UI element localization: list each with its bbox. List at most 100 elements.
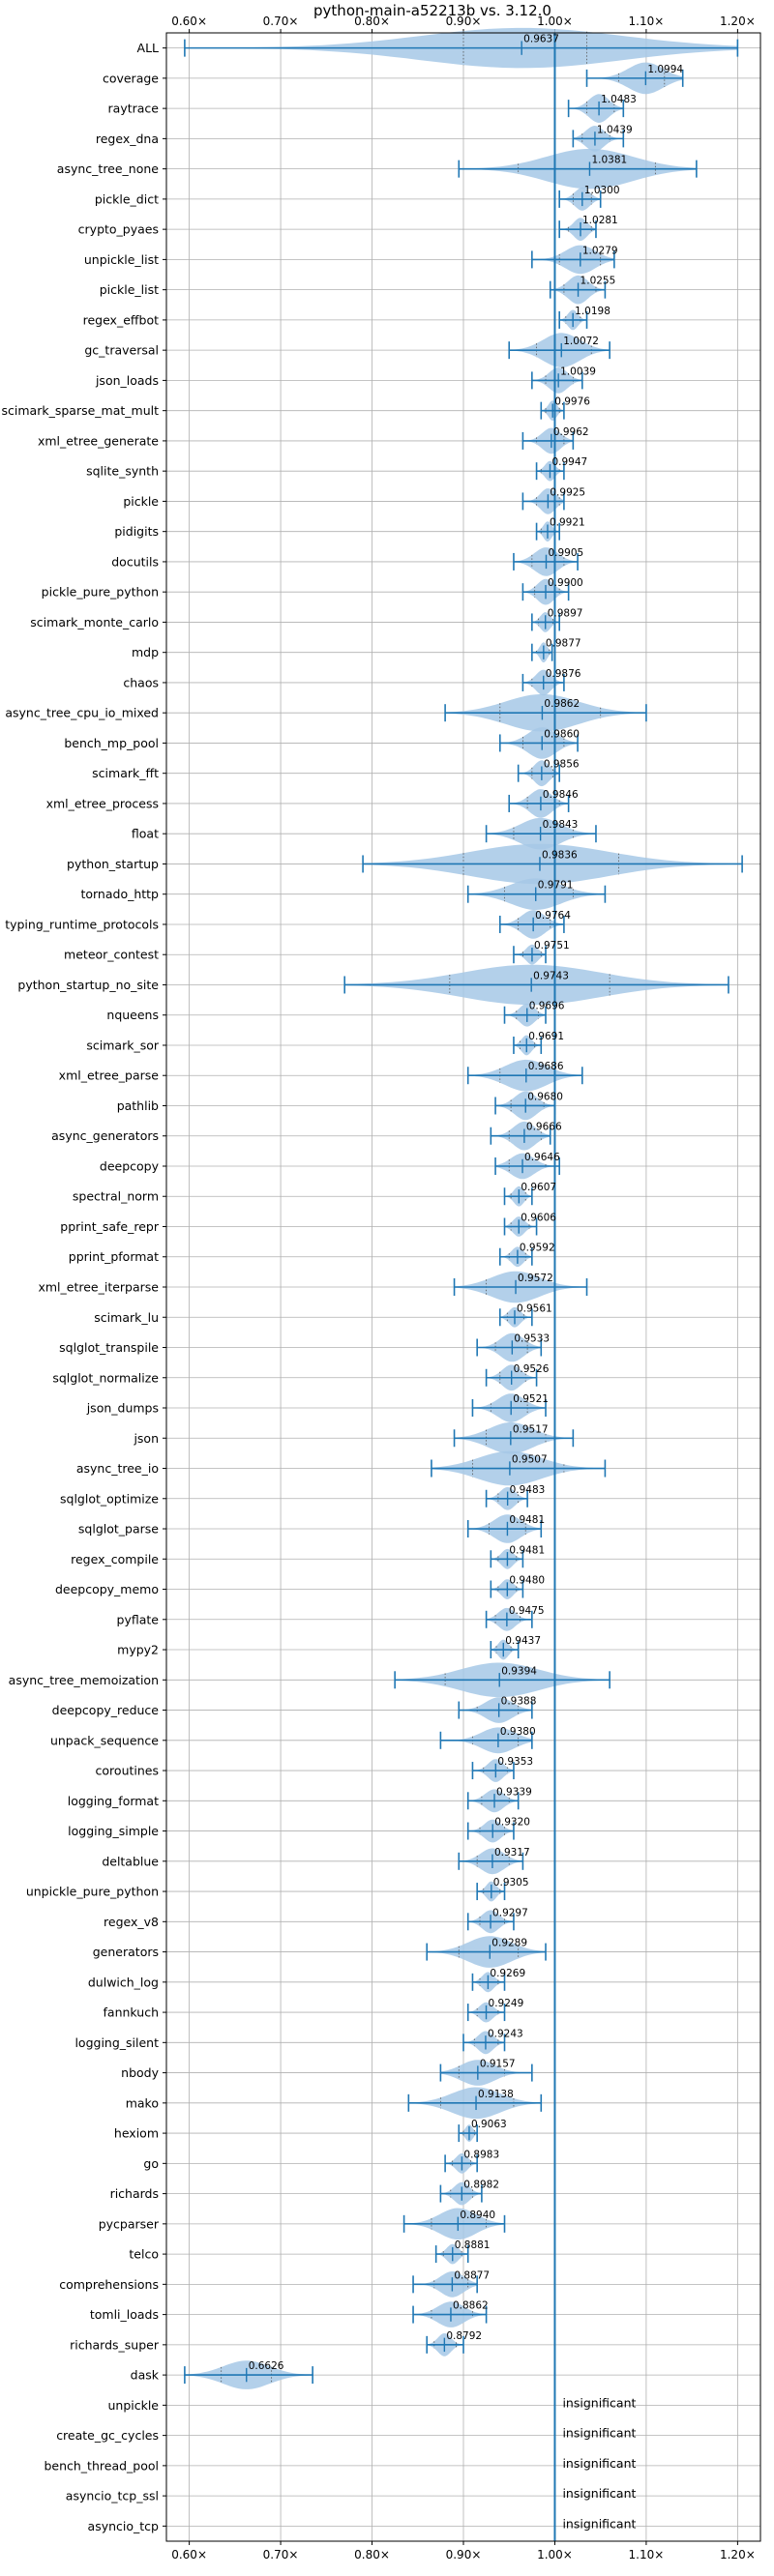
median-value-label: 0.8983 (463, 2149, 499, 2160)
y-tick-label: logging_simple (68, 1824, 159, 1838)
median-value-label: 0.9751 (534, 940, 570, 951)
y-tick-label: regex_effbot (83, 312, 159, 327)
y-tick-label: sqlglot_transpile (59, 1340, 159, 1355)
y-tick-label: async_tree_io (76, 1461, 159, 1476)
median-value-label: 0.9637 (523, 34, 559, 45)
y-tick-label: fannkuch (104, 2005, 159, 2020)
y-tick-label: regex_v8 (104, 1915, 159, 1929)
insignificant-label: insignificant (562, 2395, 636, 2410)
y-tick-label: nqueens (106, 1008, 159, 1022)
median-value-label: 0.9572 (518, 1273, 553, 1284)
y-tick-label: sqlite_synth (86, 464, 159, 479)
x-tick-label-top: 0.80× (354, 15, 390, 28)
x-tick-label-top: 1.00× (537, 15, 573, 28)
median-value-label: 0.9481 (509, 1544, 545, 1556)
y-tick-label: pprint_pformat (69, 1249, 159, 1264)
median-value-label: 1.0300 (584, 185, 620, 196)
median-value-label: 0.9243 (488, 2028, 523, 2039)
x-tick-label-bottom: 0.60× (171, 2548, 207, 2561)
y-tick-label: json (133, 1431, 159, 1446)
median-value-label: 0.9249 (489, 1998, 524, 2009)
insignificant-label: insignificant (562, 2516, 636, 2531)
median-value-label: 0.9483 (510, 1484, 546, 1496)
y-tick-label: mdp (132, 645, 159, 659)
y-tick-label: pickle_dict (95, 191, 159, 206)
y-tick-label: telco (129, 2247, 159, 2262)
median-value-label: 0.9976 (554, 396, 590, 408)
plot-frame (165, 32, 761, 2542)
y-tick-label: sqlglot_parse (78, 1522, 159, 1537)
median-value-label: 0.9606 (521, 1212, 556, 1223)
x-tick-label-bottom: 0.80× (354, 2548, 390, 2561)
x-tick-label-top: 0.60× (171, 15, 207, 28)
median-value-label: 0.9905 (548, 547, 583, 559)
y-tick-label: ALL (137, 41, 160, 55)
median-value-label: 0.9481 (509, 1514, 545, 1526)
median-value-label: 0.9507 (512, 1454, 548, 1466)
median-value-label: 0.8940 (460, 2210, 495, 2221)
label-layer: 0.9637 1.0994 1.0483 1.0439 1.0381 1.0300 1.02… (249, 34, 684, 2532)
y-tick-label: go (143, 2156, 159, 2171)
median-value-label: 0.9862 (544, 698, 580, 710)
x-tick-label-bottom: 0.90× (446, 2548, 482, 2561)
median-value-label: 0.9517 (513, 1423, 549, 1435)
y-tick-label: logging_format (68, 1794, 159, 1808)
median-value-label: 0.9388 (501, 1696, 537, 1708)
median-value-label: 1.0483 (601, 94, 637, 105)
y-tick-label: hexiom (114, 2126, 159, 2141)
y-tick-label: crypto_pyaes (78, 222, 159, 237)
y-tick-label: mako (126, 2095, 159, 2110)
median-value-label: 1.0381 (591, 155, 627, 166)
y-tick-label: scimark_fft (92, 766, 159, 780)
median-value-label: 0.9691 (528, 1031, 564, 1042)
y-tick-label: regex_dna (96, 132, 159, 146)
y-tick-label: mypy2 (117, 1643, 159, 1657)
median-value-label: 0.8982 (463, 2180, 499, 2191)
y-tick-label: float (132, 827, 159, 841)
y-tick-label: python_startup_no_site (17, 978, 159, 992)
y-tick-label: json_dumps (86, 1401, 159, 1416)
y-tick-label: scimark_sparse_mat_mult (2, 403, 160, 418)
y-tick-label: coverage (103, 71, 159, 85)
y-tick-label: pprint_safe_repr (60, 1219, 160, 1234)
median-value-label: 0.9843 (543, 819, 579, 831)
y-tick-label: comprehensions (59, 2277, 159, 2292)
median-value-label: 0.9526 (514, 1363, 550, 1375)
y-tick-label: generators (93, 1945, 159, 1959)
y-tick-label: create_gc_cycles (56, 2428, 159, 2443)
y-tick-label: dulwich_log (88, 1975, 159, 1989)
y-tick-label: sqlglot_normalize (52, 1370, 159, 1385)
y-tick-label: scimark_monte_carlo (30, 615, 159, 629)
median-value-label: 0.6626 (249, 2360, 284, 2372)
y-tick-label: docutils (111, 554, 159, 569)
median-value-label: 0.9877 (546, 638, 581, 650)
y-tick-label: richards_super (70, 2337, 160, 2352)
median-value-label: 0.9320 (494, 1817, 530, 1829)
y-tick-label: scimark_sor (86, 1038, 159, 1052)
y-tick-label: deepcopy_reduce (52, 1703, 160, 1717)
median-value-label: 0.9394 (501, 1665, 537, 1677)
median-value-label: 0.9480 (509, 1575, 545, 1587)
median-value-label: 1.0439 (597, 124, 633, 135)
y-tick-label: bench_thread_pool (44, 2458, 159, 2473)
median-value-label: 0.9921 (550, 517, 585, 529)
median-value-label: 0.8862 (453, 2300, 489, 2312)
y-tick-label: unpickle_list (84, 252, 159, 267)
y-tick-label: regex_compile (71, 1552, 159, 1566)
median-value-label: 1.0255 (580, 276, 616, 287)
median-value-label: 1.0039 (560, 366, 596, 377)
median-value-label: 0.9876 (546, 668, 581, 680)
y-tick-label: meteor_contest (64, 948, 159, 962)
median-value-label: 0.9339 (496, 1786, 532, 1798)
y-tick-label: raytrace (108, 102, 160, 116)
median-value-label: 0.9836 (542, 849, 578, 861)
median-value-label: 1.0198 (575, 306, 610, 317)
median-value-label: 0.9680 (527, 1091, 563, 1102)
y-tick-label: chaos (123, 675, 159, 689)
y-tick-label: unpickle (107, 2398, 159, 2413)
median-value-label: 0.9561 (517, 1303, 552, 1314)
y-tick-label: tornado_http (80, 887, 159, 901)
